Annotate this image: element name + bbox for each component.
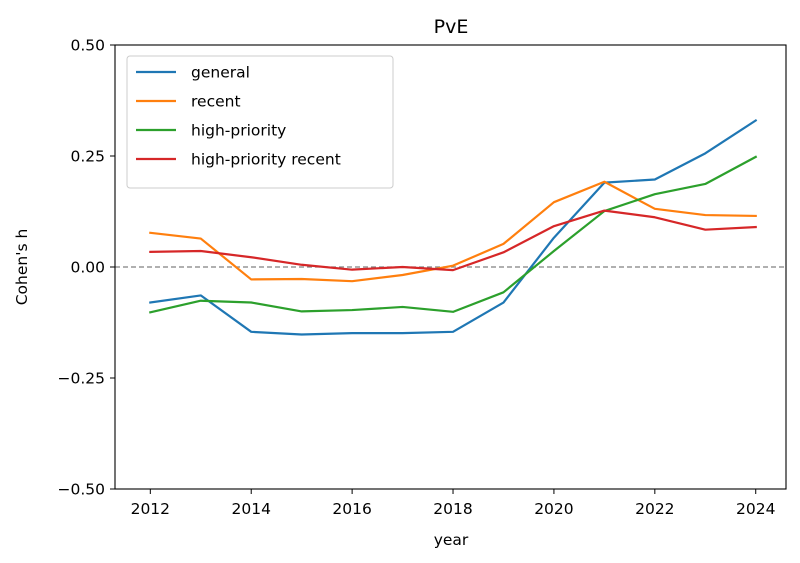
chart-title: PvE — [434, 16, 469, 38]
legend-label-general: general — [191, 64, 250, 82]
plot-area: 2012 2014 2016 2018 2020 2022 2024 −0.50 −0.25 0.… — [58, 37, 787, 518]
y-tick-label: 0.25 — [70, 148, 105, 166]
y-tick-label: −0.50 — [58, 481, 106, 499]
y-axis-label: Cohen's h — [13, 229, 31, 306]
x-tick-label: 2014 — [231, 500, 270, 518]
x-tick-label: 2024 — [736, 500, 775, 518]
legend-label-high-priority-recent: high-priority recent — [191, 151, 341, 169]
series-line-high-priority — [149, 155, 758, 314]
x-axis-label: year — [434, 531, 469, 549]
series-line-recent — [149, 180, 757, 283]
y-tick-label: 0.50 — [70, 37, 105, 55]
x-tick-label: 2012 — [131, 500, 170, 518]
x-tick-label: 2018 — [433, 500, 472, 518]
legend-label-high-priority: high-priority — [191, 122, 286, 140]
legend: general recent high-priority high-priority … — [126, 55, 394, 189]
x-tick-label: 2016 — [332, 500, 371, 518]
y-tick-label: −0.25 — [58, 370, 106, 388]
x-tick-label: 2020 — [534, 500, 573, 518]
legend-label-recent: recent — [191, 93, 241, 111]
x-tick-label: 2022 — [635, 500, 674, 518]
legend-box — [126, 55, 394, 189]
series-line-high-priority-recent — [149, 209, 757, 272]
y-tick-label: 0.00 — [70, 259, 105, 277]
series-line-general — [149, 118, 758, 336]
